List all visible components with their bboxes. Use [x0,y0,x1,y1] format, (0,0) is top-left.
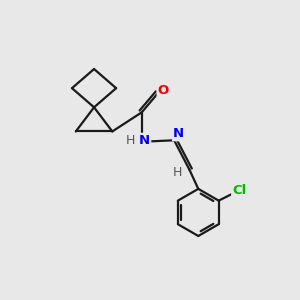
Text: O: O [158,84,169,97]
Text: N: N [139,134,150,147]
Text: H: H [172,166,182,178]
Text: N: N [173,127,184,140]
Text: H: H [126,134,135,147]
Text: Cl: Cl [232,184,246,197]
